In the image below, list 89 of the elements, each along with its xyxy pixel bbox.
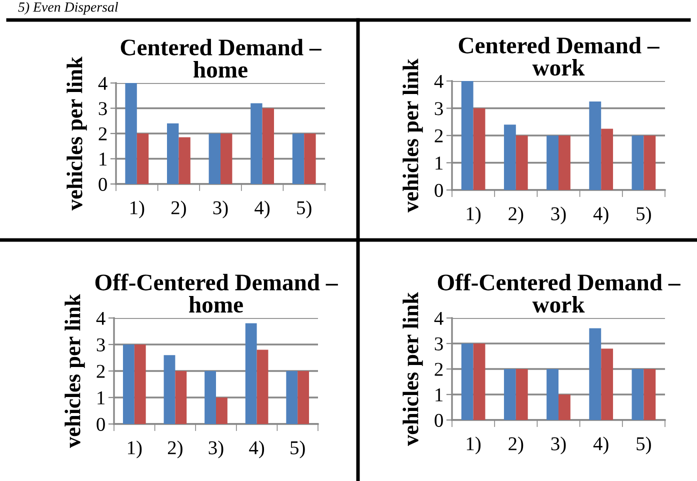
x-tick-label: 5) [290,440,305,458]
bar [204,371,216,424]
bar [178,137,190,184]
bar [166,123,179,184]
bar [546,369,558,420]
x-tick-label: 4) [593,436,608,454]
bar [644,369,656,420]
bar [292,134,304,184]
x-tick-label: 5) [297,200,312,218]
bar [304,134,316,184]
x-tick-label: 4) [249,440,264,458]
y-tick-label: 3 [434,337,443,350]
bar [125,83,137,184]
x-tick-label: 5) [636,206,651,224]
bar [245,323,257,424]
bar [589,328,602,420]
bar [220,134,232,184]
y-tick-label: 2 [434,362,443,376]
bar [632,369,644,420]
y-tick-label: 4 [434,74,444,88]
bar [134,344,146,424]
x-tick-label: 1) [466,436,481,454]
y-tick-label: 1 [98,391,104,404]
bar [298,371,310,424]
bar [461,344,474,420]
y-tick-label: 4 [434,312,444,325]
x-tick-label: 4) [254,200,270,218]
bar [164,355,176,424]
y-tick-label: 2 [434,129,443,142]
x-tick-label: 2) [168,440,182,458]
x-tick-label: 3) [213,200,228,218]
bar [558,394,570,420]
y-tick-label: 0 [434,184,443,197]
y-axis-title: vehicles per link [402,292,423,446]
y-tick-label: 0 [98,178,107,191]
y-tick-label: 1 [436,156,442,170]
bar [558,136,570,190]
bar [504,124,516,190]
y-tick-label: 4 [96,312,106,325]
x-tick-label: 5) [636,436,651,454]
x-tick-label: 3) [551,206,566,224]
chart-title: Centered Demand – work [458,36,660,76]
y-tick-label: 2 [98,127,107,140]
x-tick-label: 1) [130,200,144,218]
bar [516,136,528,190]
x-tick-label: 2) [171,200,186,218]
x-tick-label: 1) [128,440,142,458]
y-tick-label: 3 [96,338,105,352]
y-tick-label: 1 [100,152,106,166]
x-tick-label: 3) [551,436,566,454]
bar [208,134,220,184]
bar [122,344,134,424]
y-tick-label: 4 [98,76,108,90]
x-tick-label: 4) [593,206,608,224]
bar [286,371,298,424]
bar [256,350,268,424]
y-tick-label: 3 [434,102,443,116]
bar [216,398,228,424]
bar [136,134,149,184]
y-tick-label: 0 [96,418,105,431]
chart-title: Off-Centered Demand – work [438,274,680,313]
bar [589,101,602,190]
x-tick-label: 3) [208,440,224,458]
text: 5) Even Dispersal [18,2,118,15]
x-tick-label: 1) [466,206,481,224]
y-tick-label: 1 [436,388,442,402]
bar [262,108,274,184]
bar [632,136,644,190]
x-tick-label: 2) [508,206,524,224]
bar [250,103,262,184]
bar [175,371,187,424]
y-axis-title: vehicles per link [66,56,87,210]
bar [473,108,486,190]
y-tick-label: 3 [98,102,107,116]
y-axis-title: vehicles per link [402,58,423,212]
y-axis-title: vehicles per link [64,294,85,448]
y-tick-label: 0 [434,414,443,427]
bar [473,344,486,420]
y-tick-label: 2 [96,364,105,378]
x-tick-label: 2) [508,436,524,454]
bar [546,136,558,190]
bar [504,369,516,420]
bar [461,81,474,190]
chart-title: Off-Centered Demand – home [95,274,338,313]
chart-title: Centered Demand – home [120,38,322,78]
bar [601,128,614,190]
bar [516,369,528,420]
bar [644,136,656,190]
bar [601,348,614,420]
